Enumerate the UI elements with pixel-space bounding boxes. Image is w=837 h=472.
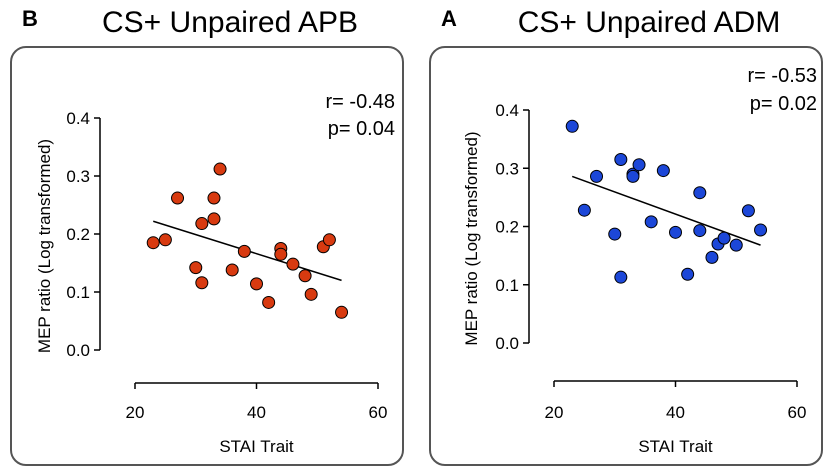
chart-title: CS+ Unpaired APB [102, 6, 358, 39]
data-point [298, 269, 312, 283]
data-point [693, 186, 707, 200]
y-tick-label: 0.2 [495, 218, 519, 237]
data-point [207, 191, 221, 205]
x-tick-label: 40 [666, 403, 685, 422]
y-tick-label: 0.2 [66, 225, 90, 244]
data-point [590, 169, 604, 183]
data-point [335, 305, 349, 319]
data-point [286, 257, 300, 271]
panel-frame [429, 46, 823, 466]
data-point [195, 217, 209, 231]
y-tick-label: 0.4 [66, 109, 90, 128]
x-axis-label: STAI Trait [219, 437, 294, 456]
data-point [565, 119, 579, 133]
x-tick-label: 20 [545, 403, 564, 422]
data-point [171, 191, 185, 205]
data-point [705, 250, 719, 264]
x-tick-label: 40 [247, 403, 266, 422]
data-point [274, 247, 288, 261]
data-point [729, 238, 743, 252]
panel-letter: B [22, 6, 38, 31]
y-tick-label: 0.0 [495, 334, 519, 353]
p-value-label: p= 0.04 [328, 118, 395, 140]
x-tick-label: 60 [369, 403, 388, 422]
correlation-r-label: r= -0.48 [326, 91, 395, 113]
data-point [614, 153, 628, 167]
data-point [189, 261, 203, 275]
scatter-plot: 0.0 0.1 0.2 0.3 0.4 20 40 60 STAI Trait MEP ratio… [35, 91, 395, 456]
regression-line [571, 175, 761, 246]
panel-letter: A [441, 6, 457, 31]
data-point [741, 204, 755, 218]
data-point [632, 158, 646, 172]
data-point [693, 224, 707, 238]
correlation-r-label: r= -0.53 [748, 65, 817, 87]
chart-title: CS+ Unpaired ADM [517, 6, 781, 39]
data-point [213, 162, 227, 176]
data-point [614, 270, 628, 284]
data-point [322, 233, 336, 247]
data-point [681, 267, 695, 281]
data-point [717, 231, 731, 245]
data-point [207, 212, 221, 226]
data-point [237, 244, 251, 258]
data-point [644, 215, 658, 229]
data-point [225, 263, 239, 277]
data-point [754, 223, 768, 237]
x-tick-label: 60 [788, 403, 807, 422]
data-point [250, 277, 263, 291]
x-axis-label: STAI Trait [638, 437, 713, 456]
scatter-plot: 0.0 0.1 0.2 0.3 0.4 20 40 60 STAI Trait MEP ratio… [462, 65, 817, 456]
data-point [626, 169, 640, 183]
y-tick-label: 0.1 [66, 283, 90, 302]
data-point [195, 276, 209, 290]
y-tick-label: 0.1 [495, 276, 519, 295]
data-point [158, 233, 172, 247]
data-point [262, 295, 276, 309]
data-point [656, 164, 670, 178]
x-tick-label: 20 [126, 403, 145, 422]
data-point [146, 236, 160, 250]
panel-frame [10, 46, 404, 466]
y-axis-label: MEP ratio (Log transformed) [462, 131, 481, 345]
data-point [608, 227, 622, 241]
p-value-label: p= 0.02 [750, 93, 817, 115]
chart-panel-apb: B CS+ Unpaired APB 0.0 0.1 0.2 0.3 0.4 20 40 60… [0, 0, 418, 472]
y-tick-label: 0.4 [495, 101, 519, 120]
y-tick-label: 0.0 [66, 341, 90, 360]
y-tick-label: 0.3 [66, 167, 90, 186]
y-tick-label: 0.3 [495, 159, 519, 178]
data-point [669, 225, 682, 239]
data-point [577, 203, 591, 217]
chart-panel-adm: A CS+ Unpaired ADM 0.0 0.1 0.2 0.3 0.4 20 40 60… [419, 0, 837, 472]
y-axis-label: MEP ratio (Log transformed) [35, 139, 54, 353]
data-point [304, 287, 318, 301]
